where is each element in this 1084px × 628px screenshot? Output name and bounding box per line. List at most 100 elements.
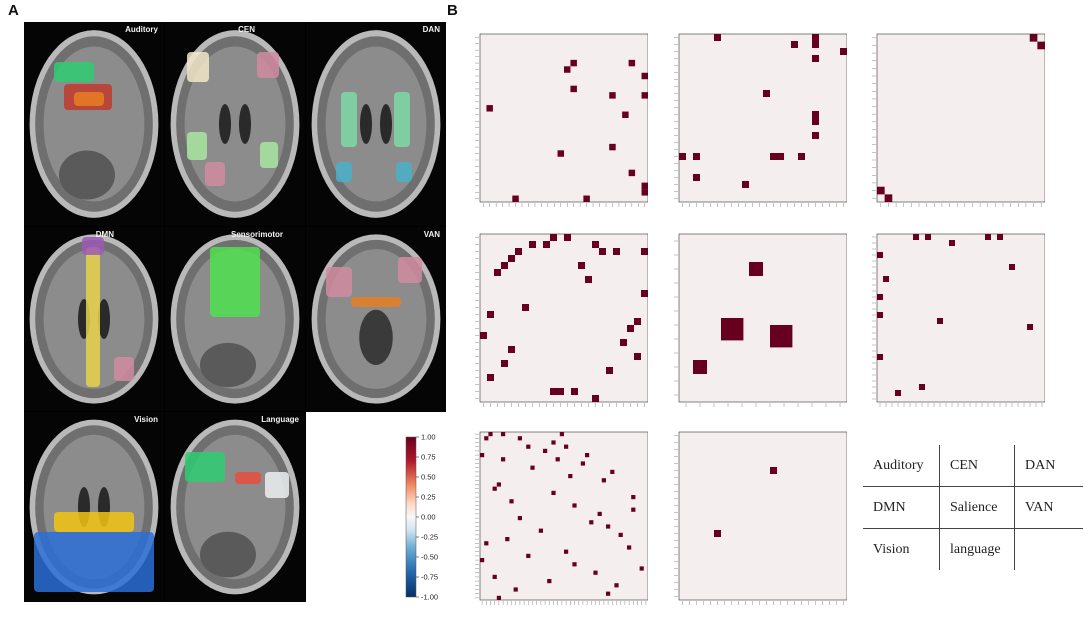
heatmap-cell (484, 541, 489, 546)
colorbar-gradient (405, 436, 417, 598)
heatmap-cell (812, 132, 819, 139)
heatmap-cell (593, 570, 598, 575)
legend-cell (1014, 528, 1083, 570)
legend-cell: Salience (939, 486, 1015, 529)
heatmap-cell (486, 105, 493, 112)
heatmap-cell (522, 304, 529, 311)
matrix-auditory (458, 30, 648, 230)
heatmap-cell (494, 269, 501, 276)
heatmap-cell (641, 72, 648, 80)
legend-cell: DAN (1014, 445, 1083, 487)
heatmap-cell (641, 92, 648, 99)
brain-label-vision: Vision (134, 415, 158, 424)
colorbar-tick-label: -0.25 (421, 533, 438, 542)
network-legend-table: Auditory CEN DAN DMN Salience VAN Vision… (863, 445, 1083, 570)
heatmap-cell (622, 111, 629, 118)
heatmap-cell (1009, 264, 1015, 270)
heatmap-cell (487, 311, 494, 318)
heatmap-cell (564, 549, 569, 554)
heatmap-cell (568, 474, 573, 479)
heatmap-cell (551, 440, 556, 445)
heatmap-cell (572, 503, 577, 508)
heatmap-cell (557, 150, 564, 157)
brain-cell-auditory: Auditory (24, 22, 164, 226)
colorbar-tick-label: -1.00 (421, 593, 438, 602)
heatmap-cell (763, 90, 770, 97)
heatmap-cell (517, 436, 522, 441)
heatmap-cell (812, 55, 819, 62)
brain-label-dan: DAN (422, 25, 440, 34)
heatmap-svg (475, 431, 648, 605)
heatmap-cell (714, 34, 721, 41)
heatmap-cell (791, 41, 798, 48)
matrix-language (657, 428, 847, 628)
heatmap-cell (693, 174, 700, 181)
heatmap-cell (513, 587, 518, 592)
legend-cell: language (939, 528, 1015, 570)
heatmap-cell (812, 41, 819, 48)
heatmap-cell (508, 346, 515, 353)
colorbar-tick-label: -0.75 (421, 573, 438, 582)
brain-label-van: VAN (423, 230, 440, 239)
heatmap-cell (895, 390, 901, 396)
brain-label-language: Language (261, 415, 299, 424)
mri-slice-image (29, 234, 159, 404)
heatmap-cell (538, 528, 543, 533)
heatmap-svg (475, 33, 648, 207)
mri-slice-image (170, 419, 300, 595)
heatmap-cell (749, 262, 763, 276)
heatmap-frame (479, 431, 648, 601)
heatmap-cell (501, 432, 506, 437)
heatmap-cell (480, 332, 487, 339)
heatmap-cell (597, 511, 602, 516)
heatmap-svg (674, 233, 847, 407)
heatmap-cell (631, 507, 636, 512)
heatmap-frame (876, 233, 1045, 403)
heatmap-cell (509, 499, 514, 504)
colorbar: 1.00 0.75 0.50 0.25 0.00 -0.25 -0.50 -0.75 -1.00 (403, 433, 448, 608)
heatmap-cell (571, 388, 578, 395)
heatmap-cell (606, 591, 611, 596)
heatmap-cell (877, 186, 885, 195)
heatmap-cell (505, 537, 510, 542)
heatmap-cell (777, 153, 784, 160)
colorbar-tick-label: 0.75 (421, 453, 436, 462)
heatmap-cell (610, 469, 615, 474)
heatmap-cell (580, 461, 585, 466)
heatmap-cell (949, 240, 955, 246)
heatmap-cell (517, 516, 522, 521)
brain-cell-sensorimotor: Sensorimotor (165, 227, 305, 411)
brain-label-sensorimotor: Sensorimotor (230, 230, 283, 239)
heatmap-cell (877, 354, 883, 360)
heatmap-cell (496, 482, 501, 487)
heatmap-cell (628, 169, 636, 177)
heatmap-cell (884, 194, 893, 202)
heatmap-cell (634, 318, 641, 325)
heatmap-cell (606, 524, 611, 529)
heatmap-cell (512, 195, 519, 202)
heatmap-cell (812, 111, 819, 118)
heatmap-frame (678, 33, 847, 203)
heatmap-cell (526, 444, 531, 449)
heatmap-frame (479, 233, 648, 403)
heatmap-cell (480, 558, 485, 563)
heatmap-cell (592, 395, 599, 402)
matrix-dan (855, 30, 1045, 230)
heatmap-cell (559, 432, 564, 437)
brain-cell-dmn: DMN (24, 227, 164, 411)
mri-slice-image (170, 234, 300, 404)
heatmap-cell (550, 388, 557, 395)
blank-white-region (306, 412, 446, 602)
colorbar-tick-label: 0.25 (421, 493, 436, 502)
heatmap-cell (530, 465, 535, 470)
heatmap-cell (570, 85, 577, 93)
heatmap-cell (693, 153, 700, 160)
mri-slice-image (29, 30, 159, 218)
colorbar-tick-label: -0.50 (421, 553, 438, 562)
heatmap-cell (585, 453, 590, 458)
heatmap-cell (484, 436, 489, 441)
heatmap-cell (529, 241, 536, 248)
heatmap-cell (877, 312, 883, 318)
heatmap-frame (678, 431, 847, 601)
heatmap-cell (492, 574, 497, 579)
